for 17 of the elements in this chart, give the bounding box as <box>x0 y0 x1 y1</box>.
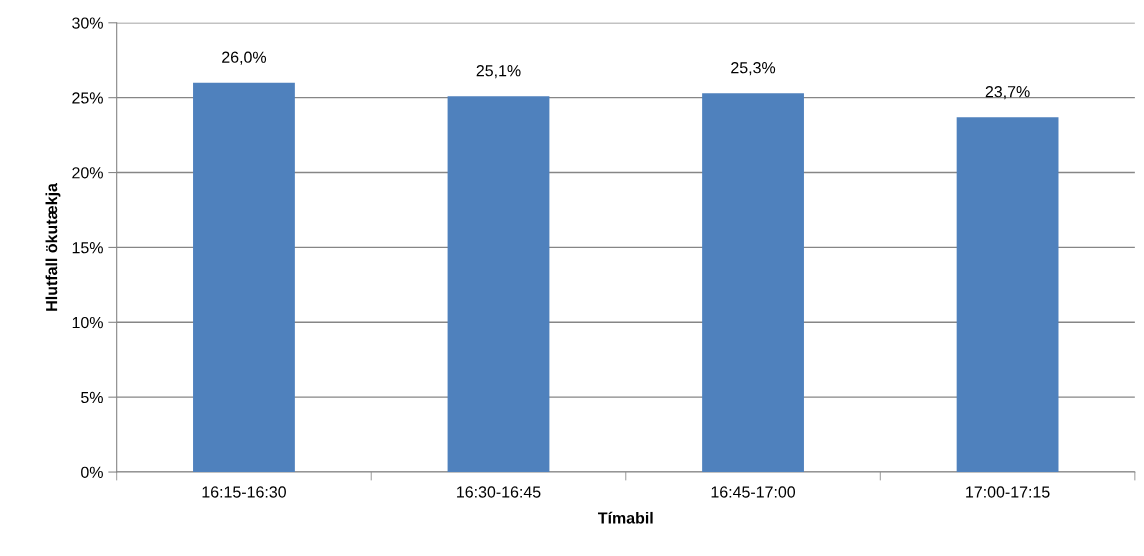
y-tick-label: 30% <box>72 17 103 29</box>
y-tick-label: 5% <box>81 391 103 404</box>
data-label: 26,0% <box>222 51 267 65</box>
y-tick-label: 20% <box>72 167 103 179</box>
x-axis-title: Tímabil <box>597 511 653 524</box>
x-tick-label: 16:45-17:00 <box>711 486 796 498</box>
data-label: 25,3% <box>731 62 776 76</box>
x-tick-label: 17:00-17:15 <box>966 486 1050 498</box>
data-label: 23,7% <box>985 86 1030 100</box>
y-tick-label: 10% <box>72 316 103 329</box>
y-tick-label: 0% <box>81 466 103 478</box>
y-tick-label: 15% <box>72 242 103 254</box>
y-tick-label: 25% <box>72 92 103 104</box>
data-label: 25,1% <box>476 65 521 79</box>
x-tick-label: 16:15-16:30 <box>202 486 286 498</box>
y-axis-title: Hlutfall ökutækja <box>45 182 61 311</box>
x-tick-label: 16:30-16:45 <box>457 486 541 498</box>
